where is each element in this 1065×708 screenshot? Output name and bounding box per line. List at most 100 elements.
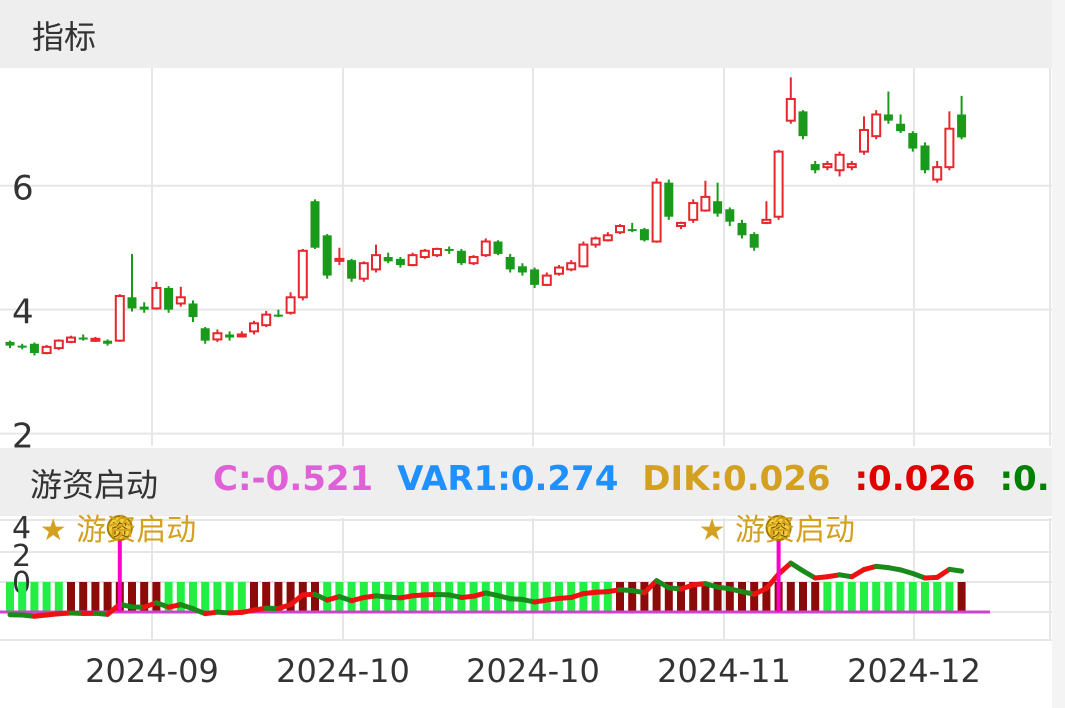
indicator-bar (67, 582, 75, 612)
indicator-bar (189, 582, 197, 612)
candle-body (225, 334, 235, 338)
candle-body (957, 114, 967, 138)
signal-badge: 资 (111, 521, 128, 541)
candle (944, 111, 955, 171)
indicator-bar (847, 582, 856, 612)
candle-body (773, 150, 784, 218)
candle-body (103, 340, 113, 344)
candle-body (761, 218, 772, 224)
indicator-bar (542, 582, 551, 612)
candle-body (822, 163, 833, 169)
candle-body (590, 237, 601, 246)
candle-body (578, 243, 589, 268)
candle-body (17, 345, 27, 348)
indicator-bar (176, 582, 185, 612)
indicator-bar (347, 582, 356, 612)
candle (297, 248, 308, 301)
candle (883, 91, 893, 124)
candle-body (297, 249, 308, 299)
indicator-bar (164, 582, 173, 612)
candle (676, 221, 686, 230)
candle-body (371, 254, 381, 271)
indicator-bar (225, 582, 234, 612)
candle-body (859, 128, 869, 153)
candle (615, 224, 625, 235)
candle-body (114, 295, 125, 342)
candle-body (480, 240, 491, 257)
candle (249, 320, 259, 335)
candle (920, 142, 930, 174)
indicator-bar (762, 582, 771, 612)
indicator-bar (689, 582, 698, 612)
indicator-bar (0, 448, 1052, 516)
candle (188, 300, 198, 323)
indicator-bar (152, 582, 161, 612)
candle-body (200, 328, 210, 341)
candle-body (419, 249, 430, 259)
indicator-bar (128, 582, 136, 612)
indicator-bar (799, 582, 807, 612)
candle-body (785, 97, 796, 122)
indicator-values: C:-0.521 VAR1:0.274 DIK:0.026 :0.026 :0.… (213, 459, 1051, 499)
indicator-bar (530, 582, 539, 612)
candle (896, 114, 906, 134)
indicator-bar (908, 582, 917, 612)
candle (517, 263, 527, 276)
candle-body (164, 287, 174, 310)
candle-body (713, 201, 723, 214)
indicator-line (763, 571, 782, 591)
candle-body (236, 333, 247, 338)
indicator-bar (579, 582, 588, 612)
candle-body (541, 274, 552, 286)
candle (773, 149, 784, 220)
indicator-bar (628, 582, 637, 612)
indicator-bar (30, 582, 39, 612)
x-tick-label: 2024-11 (657, 652, 791, 690)
candle (566, 260, 577, 272)
candle (444, 246, 454, 254)
indicator-bar (79, 582, 88, 612)
candle (908, 131, 918, 152)
indicator-value-green: :0.771 (999, 459, 1051, 499)
header-title[interactable]: 指标 (32, 18, 97, 56)
candle-body (602, 234, 613, 242)
candle-body (29, 343, 39, 354)
candle-body (407, 254, 418, 267)
candle (602, 232, 613, 242)
right-edge (1052, 0, 1065, 708)
candle-body (310, 201, 320, 248)
candle (5, 340, 15, 349)
candle (627, 222, 637, 233)
candle (859, 116, 869, 155)
candle (749, 232, 759, 251)
candle-body (285, 296, 296, 314)
candle (725, 207, 735, 227)
candle-body (932, 166, 943, 181)
candle-body (615, 225, 625, 234)
candle-body (41, 345, 52, 355)
signal-coin-icon (106, 515, 133, 541)
indicator-name[interactable]: 游资启动 (30, 466, 159, 504)
candle-body (347, 260, 357, 279)
indicator-bar (18, 582, 27, 612)
candle-body (322, 235, 332, 276)
candle (41, 344, 52, 355)
indicator-bar (286, 582, 295, 612)
candle (737, 219, 747, 239)
indicator-bar (42, 582, 51, 612)
candle-body (78, 337, 88, 340)
candle-body (383, 257, 393, 262)
candle (651, 178, 662, 243)
indicator-bar (872, 582, 881, 612)
indicator-bar (91, 582, 100, 612)
candle (480, 238, 491, 257)
candle (347, 258, 357, 282)
candle-body (883, 114, 893, 121)
indicator-bar (725, 582, 734, 612)
indicator-bar (896, 582, 905, 612)
candle (700, 180, 711, 212)
indicator-bar (921, 582, 929, 612)
candle-body (139, 306, 149, 310)
indicator-bar (274, 582, 283, 612)
